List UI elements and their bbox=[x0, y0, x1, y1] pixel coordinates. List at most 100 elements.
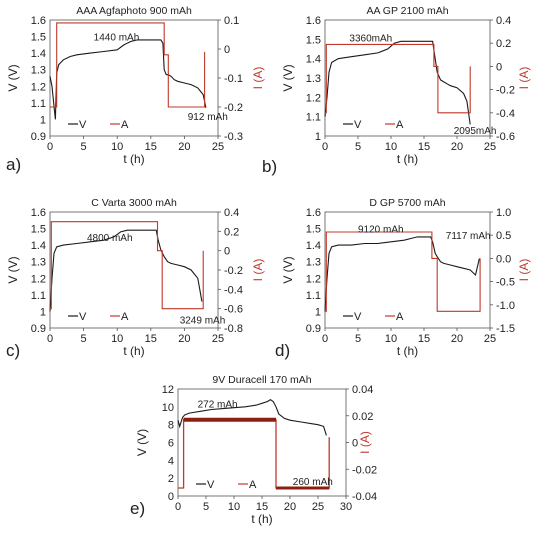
data-annotation: 260 mAh bbox=[293, 477, 333, 488]
y-tick-label: 1.6 bbox=[31, 207, 46, 219]
y2-tick-label: 0.0 bbox=[496, 253, 511, 265]
legend-label-V: V bbox=[354, 311, 362, 323]
y-tick-label: 1.3 bbox=[31, 257, 46, 269]
chart-title: AAA Agfaphoto 900 mAh bbox=[76, 5, 192, 17]
y2-tick-label: -0.6 bbox=[224, 304, 243, 316]
y2-tick-label: -0.5 bbox=[496, 277, 515, 289]
x-tick-label: 10 bbox=[385, 333, 397, 345]
chart-title: 9V Duracell 170 mAh bbox=[212, 374, 311, 386]
y2-tick-label: 0 bbox=[224, 246, 230, 258]
y-tick-label: 1.6 bbox=[31, 15, 46, 27]
series-line-A bbox=[50, 22, 206, 108]
series-line-V bbox=[177, 399, 327, 436]
y-tick-label: 1.1 bbox=[306, 290, 321, 302]
plot-frame bbox=[324, 19, 491, 137]
y-tick-label: 8 bbox=[168, 420, 174, 432]
y-tick-label: 1.3 bbox=[306, 73, 321, 85]
x-tick-label: 25 bbox=[212, 333, 224, 345]
y-tick-label: 10 bbox=[162, 402, 174, 414]
y2-tick-label: 0.4 bbox=[496, 15, 511, 27]
x-tick-label: 0 bbox=[47, 333, 53, 345]
panel-label: a) bbox=[6, 155, 21, 174]
y-tick-label: 1.1 bbox=[306, 112, 321, 124]
y-tick-label: 1.1 bbox=[31, 290, 46, 302]
x-tick-label: 20 bbox=[451, 141, 463, 153]
y-tick-label: 0.9 bbox=[306, 323, 321, 335]
y-tick-label: 2 bbox=[168, 473, 174, 485]
x-tick-label: 25 bbox=[212, 141, 224, 153]
legend-label-V: V bbox=[79, 119, 87, 131]
series-line-V bbox=[49, 229, 203, 312]
x-tick-label: 15 bbox=[418, 333, 430, 345]
y2-tick-label: 0.02 bbox=[352, 411, 373, 423]
x-tick-label: 5 bbox=[81, 333, 87, 345]
y-tick-label: 1.1 bbox=[31, 98, 46, 110]
y2-tick-label: -0.3 bbox=[224, 131, 243, 143]
panel-label: b) bbox=[262, 157, 277, 176]
y-tick-label: 0 bbox=[168, 491, 174, 503]
legend-label-A: A bbox=[121, 311, 129, 323]
y2-tick-label: 0 bbox=[352, 438, 358, 450]
x-tick-label: 15 bbox=[145, 141, 157, 153]
y-tick-label: 0.9 bbox=[31, 131, 46, 143]
legend-label-V: V bbox=[354, 119, 362, 131]
y-tick-label: 1.5 bbox=[31, 224, 46, 236]
y-axis-label: V (V) bbox=[281, 64, 295, 91]
y2-tick-label: -0.2 bbox=[224, 265, 243, 277]
plot-frame bbox=[49, 211, 219, 329]
y2-axis-label: I (A) bbox=[517, 259, 531, 282]
y2-tick-label: 0.5 bbox=[496, 230, 511, 242]
y2-tick-label: -0.4 bbox=[496, 108, 515, 120]
y-tick-label: 1.4 bbox=[31, 240, 46, 252]
y-tick-label: 4 bbox=[168, 455, 174, 467]
data-annotation: 2095mAh bbox=[454, 126, 497, 137]
series-line-V bbox=[49, 39, 207, 120]
y2-tick-label: 0.04 bbox=[352, 384, 373, 396]
data-annotation: 7117 mAh bbox=[446, 231, 491, 242]
panel-label: d) bbox=[275, 341, 290, 360]
y2-tick-label: -0.02 bbox=[352, 464, 377, 476]
series-line-A bbox=[325, 43, 471, 114]
y-tick-label: 1.6 bbox=[306, 207, 321, 219]
y2-tick-label: 0.1 bbox=[224, 15, 239, 27]
x-tick-label: 0 bbox=[322, 141, 328, 153]
x-tick-label: 15 bbox=[418, 141, 430, 153]
legend-label-A: A bbox=[396, 311, 404, 323]
chart-title: C Varta 3000 mAh bbox=[91, 197, 177, 209]
data-annotation: 1440 mAh bbox=[94, 33, 140, 44]
y-tick-label: 1.2 bbox=[306, 92, 321, 104]
data-annotation: 272 mAh bbox=[198, 399, 238, 410]
legend-label-A: A bbox=[121, 119, 129, 131]
y-tick-label: 1 bbox=[315, 306, 321, 318]
x-tick-label: 5 bbox=[203, 501, 209, 513]
y-tick-label: 0.9 bbox=[31, 323, 46, 335]
y2-tick-label: -0.04 bbox=[352, 491, 377, 503]
x-tick-label: 30 bbox=[340, 501, 352, 513]
y2-tick-label: -0.4 bbox=[224, 284, 243, 296]
series-line-A bbox=[325, 231, 481, 312]
y2-tick-label: -0.2 bbox=[224, 102, 243, 114]
x-axis-label: t (h) bbox=[123, 152, 144, 166]
panel-c: C Varta 3000 mAh 0 5 10 15 20 25 0.9 1 1.1 1.2 1.3 1… bbox=[6, 197, 265, 360]
x-tick-label: 10 bbox=[111, 333, 123, 345]
y-tick-label: 1.2 bbox=[31, 81, 46, 93]
y-axis-label: V (V) bbox=[281, 256, 295, 283]
y2-tick-label: 0.2 bbox=[496, 38, 511, 50]
y-tick-label: 1.5 bbox=[306, 224, 321, 236]
y-tick-label: 1 bbox=[40, 306, 46, 318]
x-tick-label: 25 bbox=[484, 141, 496, 153]
y2-tick-label: -0.6 bbox=[496, 131, 515, 143]
y2-tick-label: -0.1 bbox=[224, 73, 243, 85]
data-annotation: 4800 mAh bbox=[87, 233, 133, 244]
y-tick-label: 1.4 bbox=[306, 54, 321, 66]
y2-tick-label: -1.5 bbox=[496, 323, 515, 335]
panel-d: D GP 5700 mAh 0 5 10 15 20 25 0.9 1 1.1 1.2 1.3 1.4 1… bbox=[275, 197, 531, 360]
y-axis-label: V (V) bbox=[135, 429, 149, 456]
y-axis-label: V (V) bbox=[6, 256, 20, 283]
legend-label-V: V bbox=[207, 479, 215, 491]
x-tick-label: 0 bbox=[47, 141, 53, 153]
y-tick-label: 1 bbox=[40, 114, 46, 126]
y2-axis-label: I (A) bbox=[251, 67, 265, 90]
y-tick-label: 1.4 bbox=[31, 48, 46, 60]
